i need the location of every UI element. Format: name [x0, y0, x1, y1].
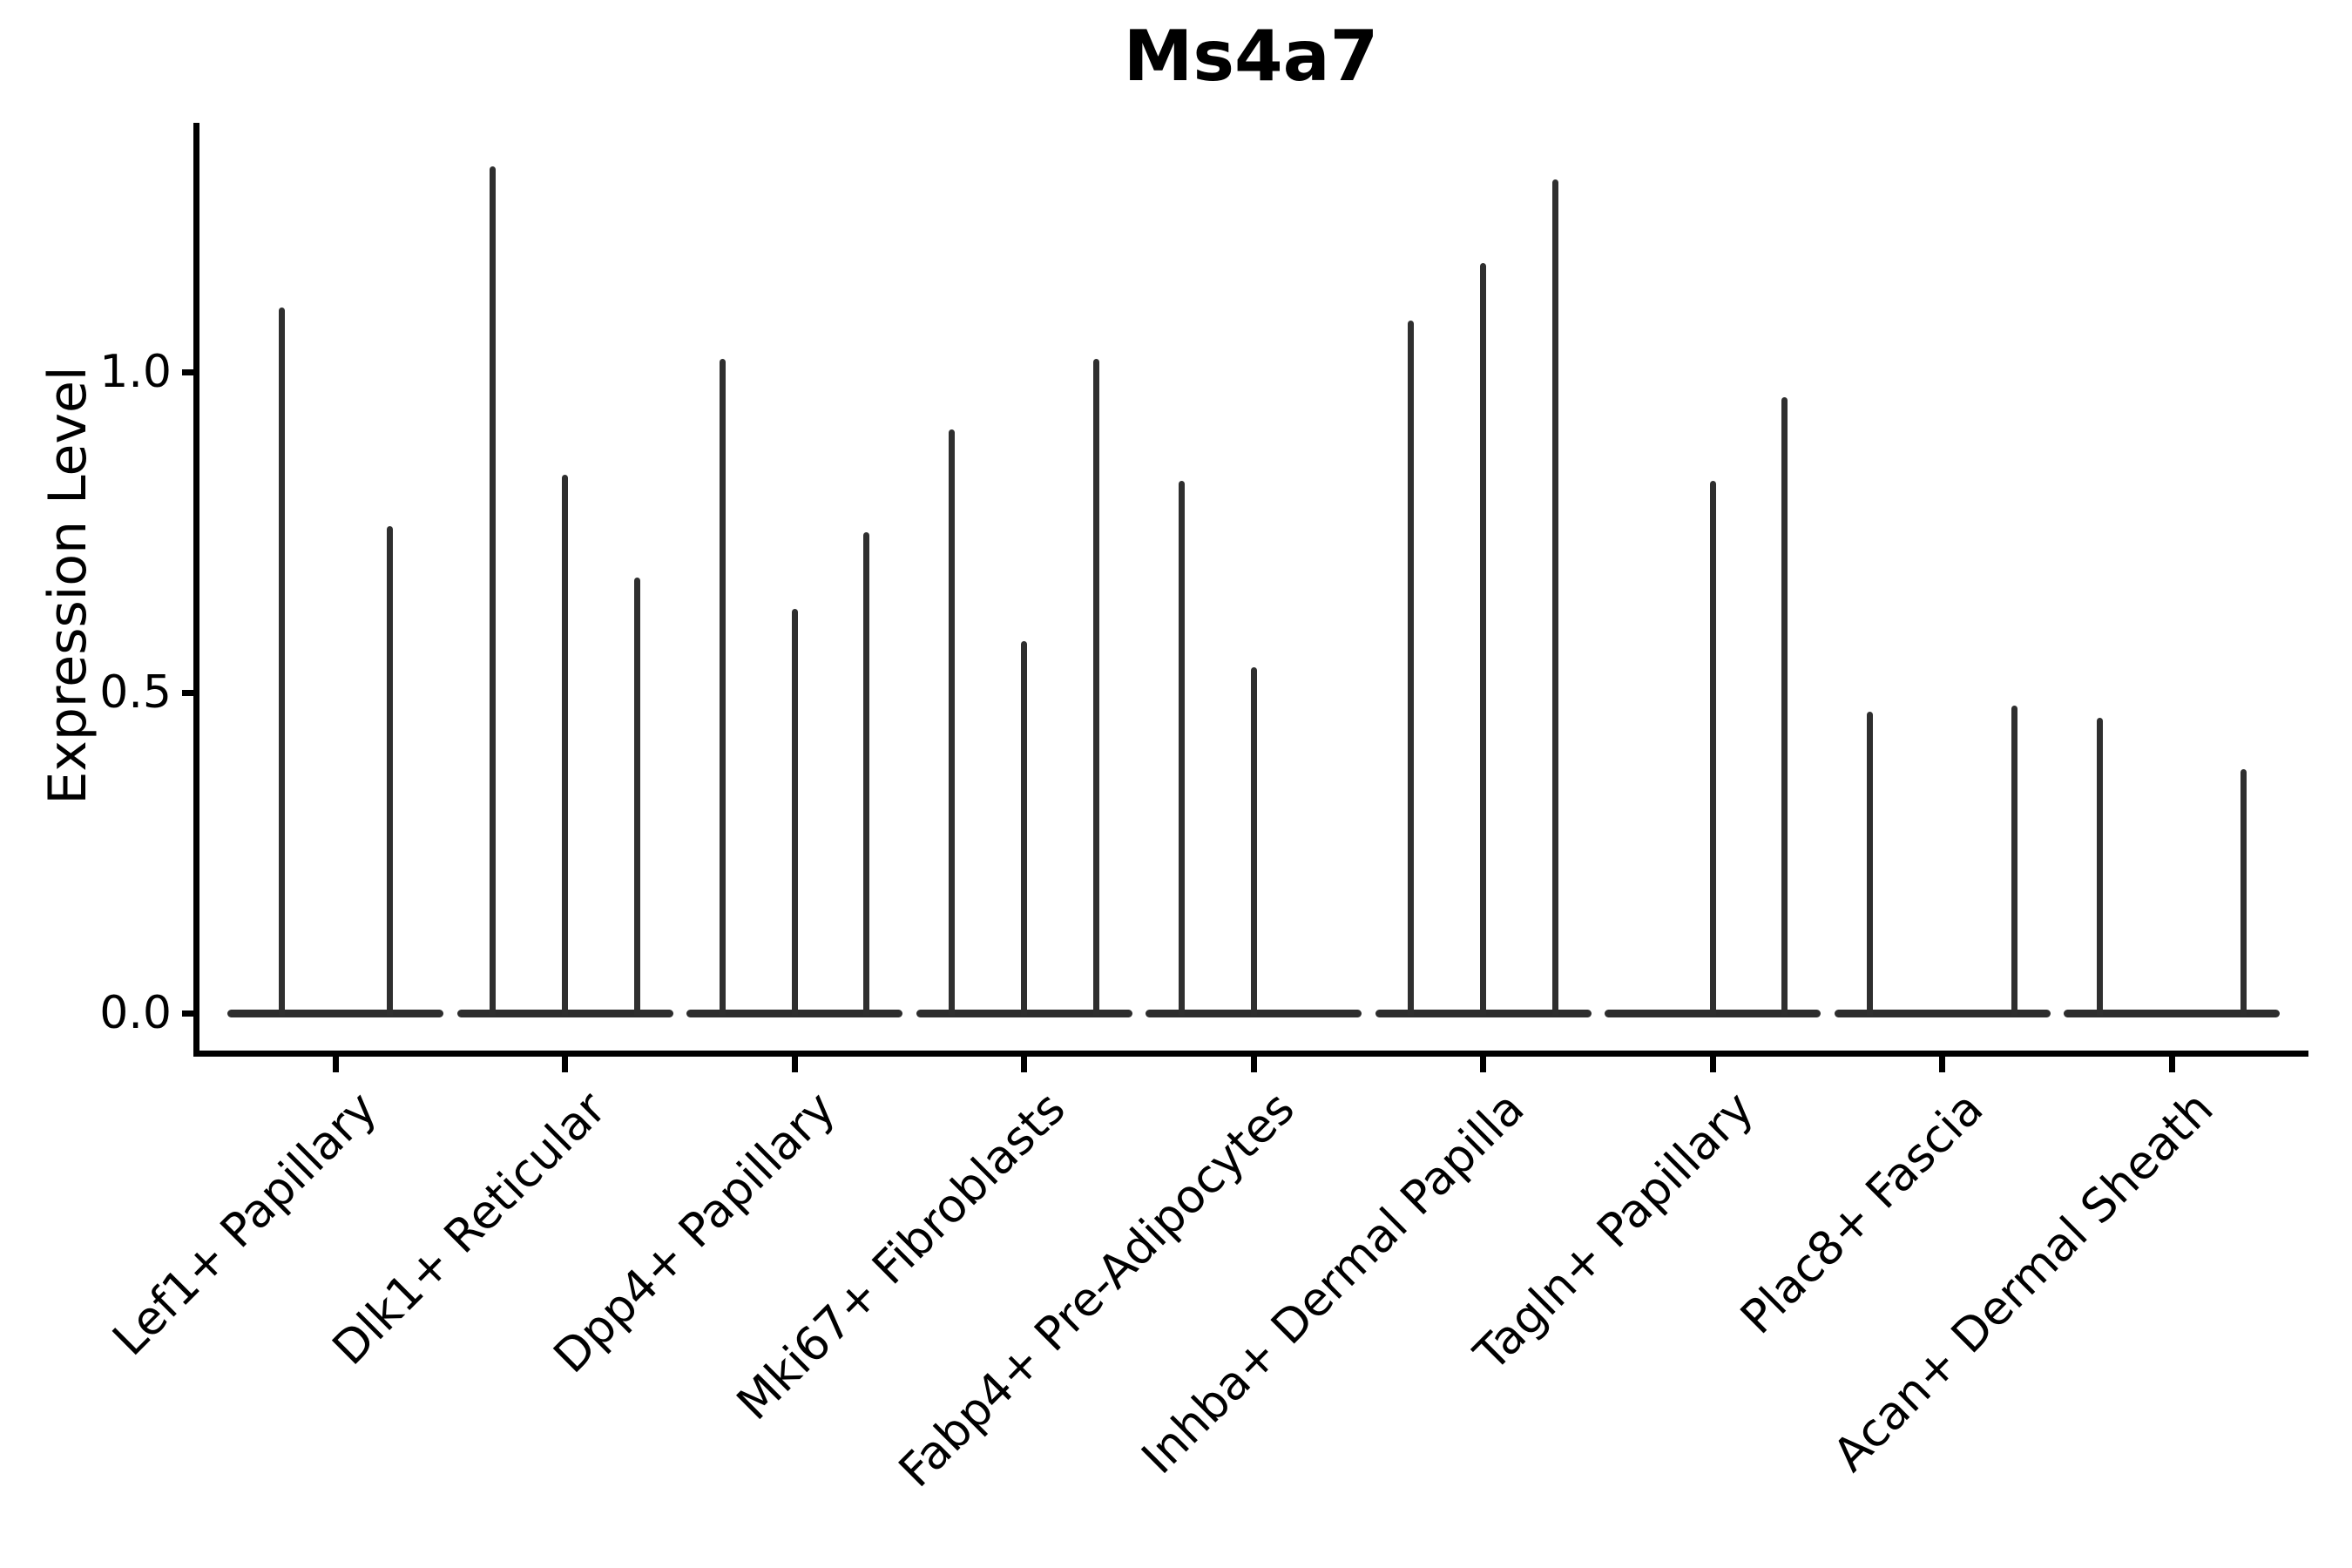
- violin-spike: [2240, 769, 2247, 1016]
- violin-spike: [1178, 481, 1185, 1016]
- violin-spike: [1781, 397, 1788, 1016]
- x-tick-label: Acan+ Dermal Sheath: [1822, 1081, 2224, 1483]
- y-tick-label: 0.5: [99, 666, 172, 719]
- x-tick-label: Inhba+ Dermal Papilla: [1132, 1081, 1535, 1484]
- violin-spike: [1480, 262, 1486, 1016]
- violin-spike: [1709, 481, 1716, 1016]
- violin-baseline: [1834, 1009, 2051, 1017]
- violin-spike: [386, 525, 393, 1016]
- x-tick-label: Plac8+ Fascia: [1731, 1081, 1994, 1345]
- x-tick-mark: [1709, 1057, 1716, 1072]
- y-tick-label: 1.0: [99, 346, 172, 398]
- x-tick-mark: [1250, 1057, 1257, 1072]
- violin-spike: [1551, 179, 1558, 1016]
- violin-spike: [1408, 321, 1415, 1016]
- x-tick-mark: [1480, 1057, 1486, 1072]
- violin-baseline: [2064, 1009, 2280, 1017]
- y-tick-label: 0.0: [99, 987, 172, 1039]
- violin-spike: [633, 577, 640, 1016]
- x-tick-mark: [562, 1057, 568, 1072]
- violin-spike: [278, 308, 285, 1016]
- violin-spike: [1867, 712, 1874, 1016]
- x-tick-mark: [791, 1057, 798, 1072]
- x-tick-mark: [1021, 1057, 1027, 1072]
- x-axis-spine: [193, 1051, 2308, 1057]
- x-tick-mark: [2168, 1057, 2175, 1072]
- x-tick-mark: [332, 1057, 339, 1072]
- violin-spike: [1092, 359, 1099, 1016]
- violin-spike: [791, 609, 798, 1016]
- y-tick-mark: [182, 1010, 197, 1017]
- violin-spike: [2011, 705, 2017, 1016]
- y-tick-mark: [182, 368, 197, 375]
- x-tick-label: Fabp4+ Pre-Adipocytes: [889, 1081, 1306, 1498]
- violin-spike: [1250, 666, 1257, 1016]
- violin-spike: [1021, 641, 1027, 1016]
- violin-spike: [562, 474, 568, 1016]
- violin-spike: [863, 532, 870, 1016]
- y-tick-mark: [182, 689, 197, 696]
- y-axis-spine: [193, 123, 199, 1057]
- violin-spike: [490, 166, 497, 1016]
- violin-baseline: [227, 1009, 443, 1017]
- violin-spike: [719, 359, 726, 1016]
- x-tick-mark: [1939, 1057, 1945, 1072]
- plot-title: Ms4a7: [1123, 16, 1379, 97]
- violin-spike: [949, 429, 956, 1016]
- violin-spike: [2096, 718, 2103, 1016]
- y-axis-label: Expression Level: [37, 366, 98, 805]
